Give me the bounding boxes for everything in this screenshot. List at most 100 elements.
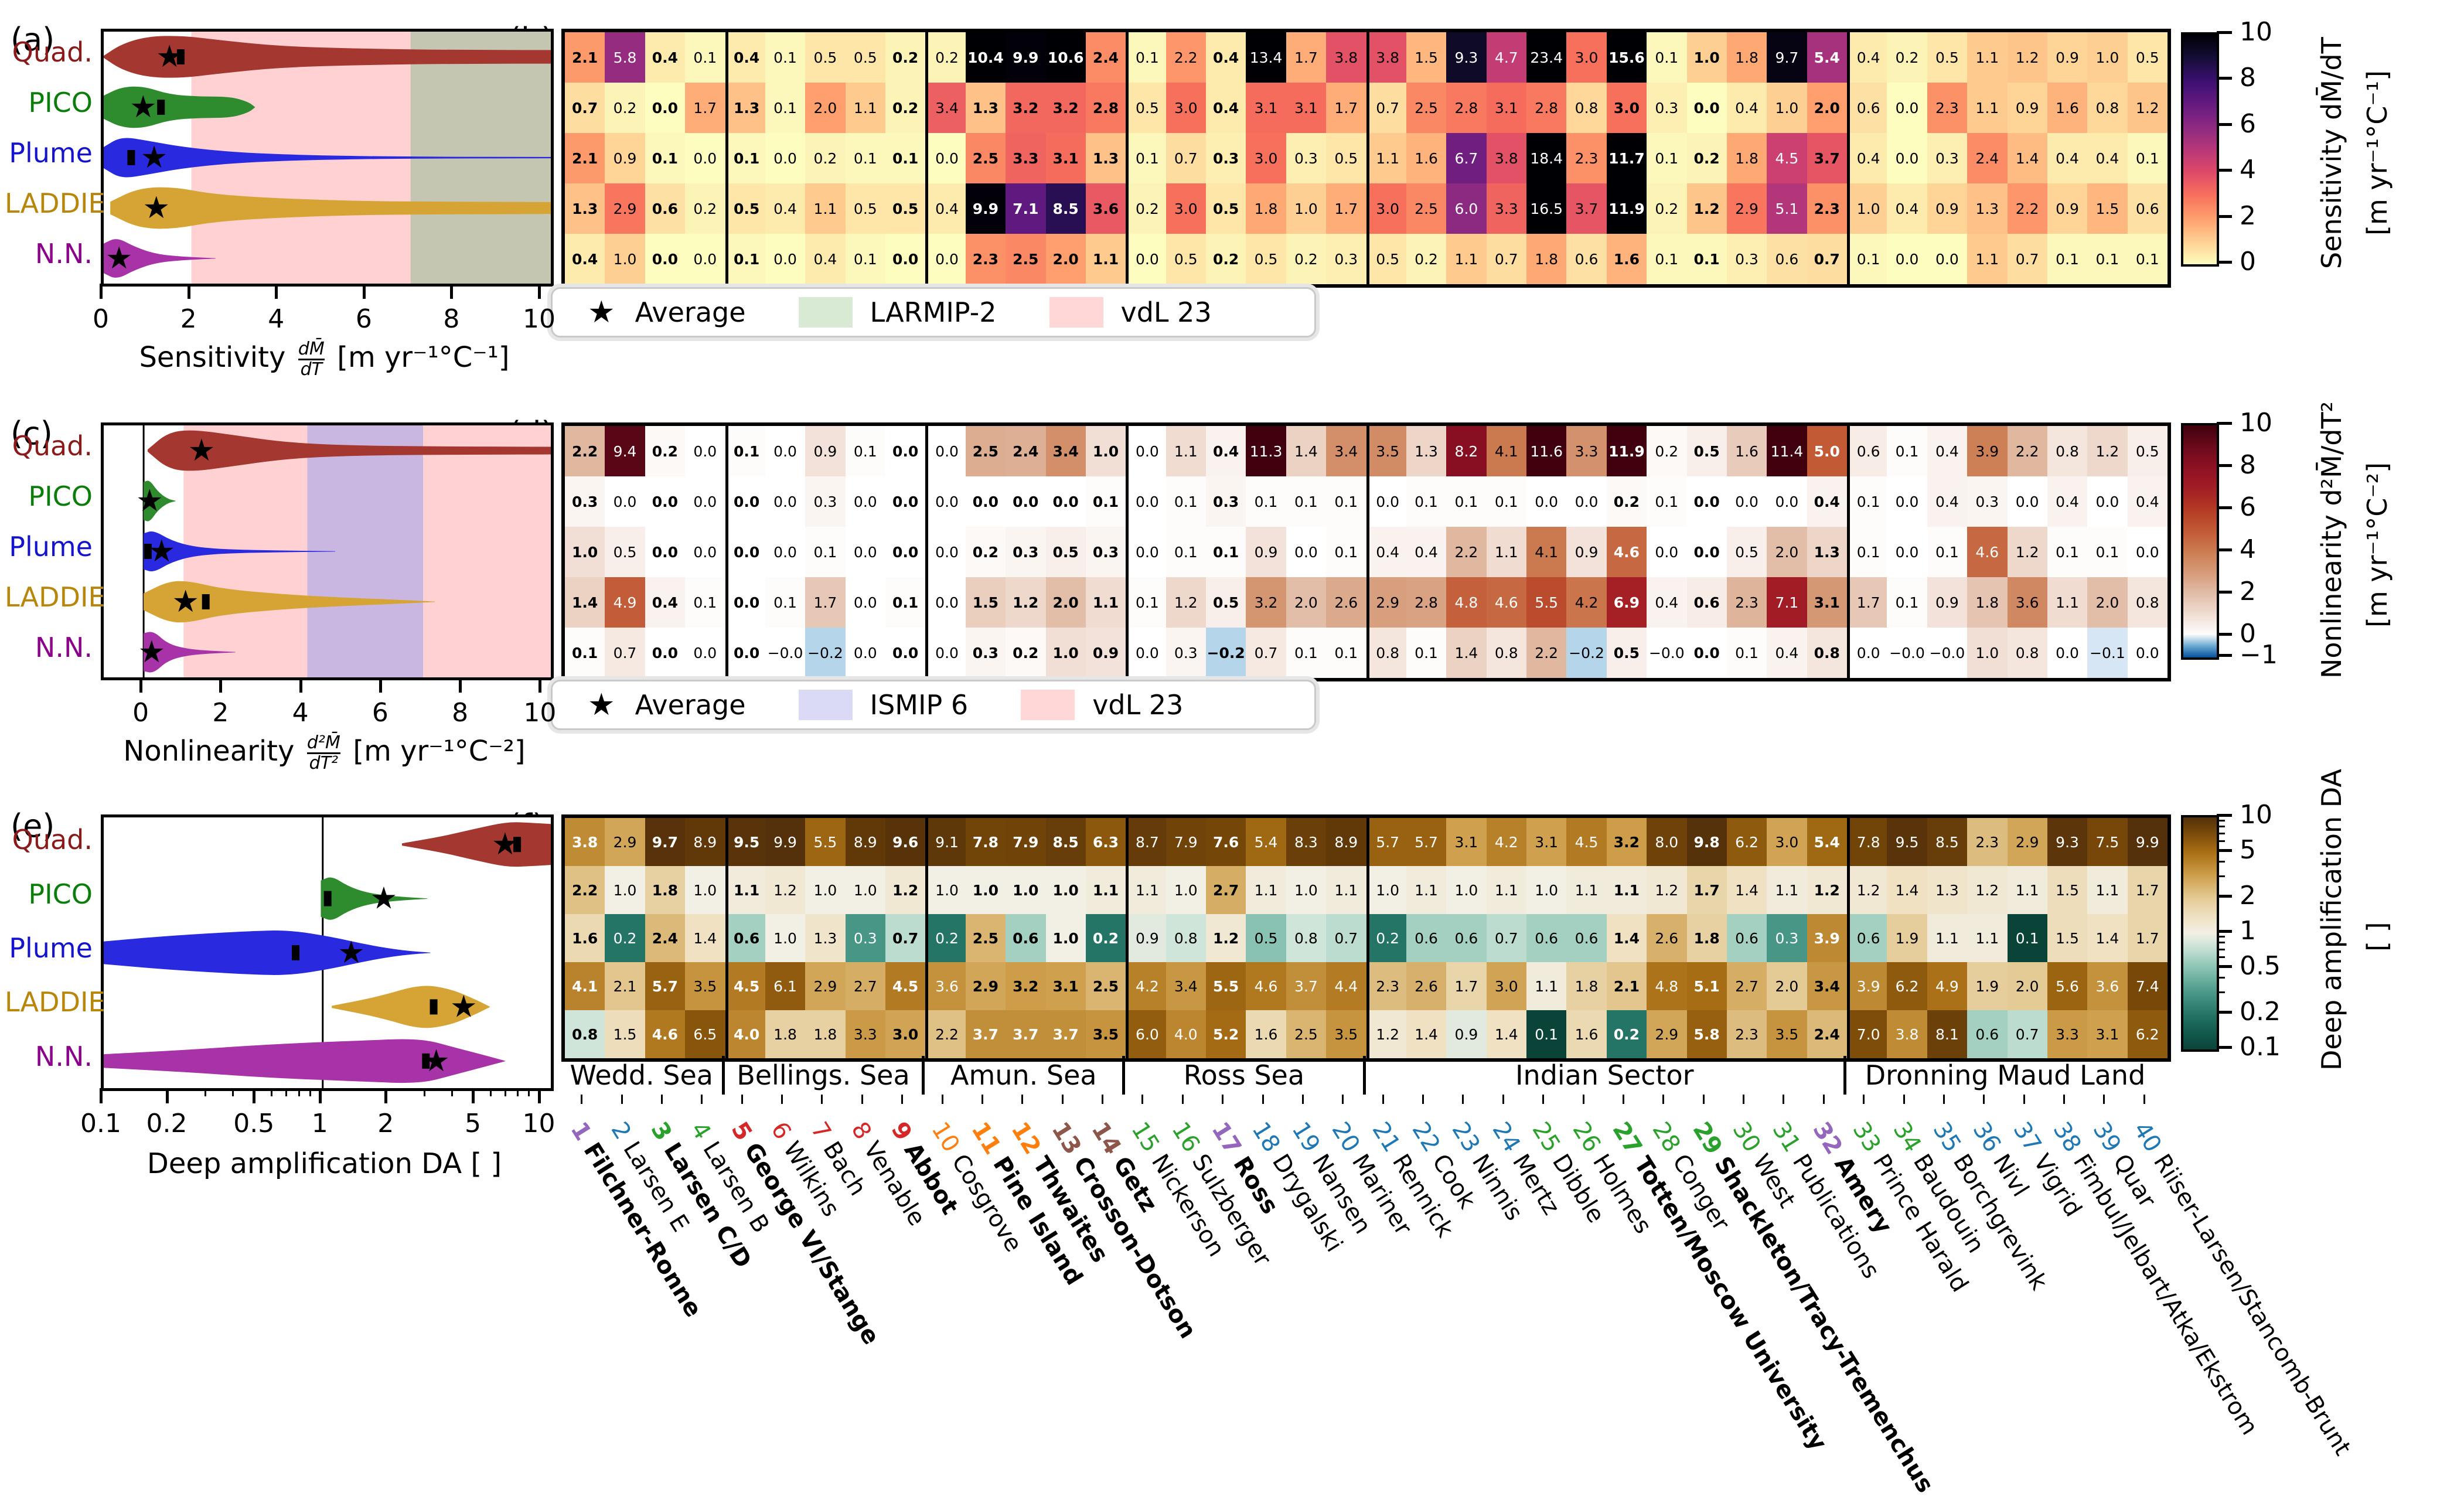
colorbar-tick-label: 5: [2240, 834, 2256, 865]
heatmap-cell: 5.4: [1807, 818, 1847, 866]
heatmap-cell: 0.1: [765, 577, 806, 628]
vdl23-swatch: [1049, 297, 1103, 328]
heatmap-cell: 7.5: [2087, 818, 2128, 866]
heatmap-cell: 1.5: [965, 577, 1006, 628]
heatmap-cell: 1.6: [565, 914, 605, 962]
heatmap-cell: 0.1: [1446, 476, 1487, 527]
colorbar-tick: [2217, 814, 2232, 817]
heatmap-cell: 0.4: [1726, 83, 1767, 133]
heatmap-cell: 0.0: [2087, 476, 2128, 527]
heatmap-cell: 2.8: [1406, 577, 1447, 628]
heatmap-cell: 5.0: [1807, 426, 1847, 476]
legend-ismip6-label: ISMIP 6: [870, 689, 969, 721]
heatmap-cell: 0.0: [765, 527, 806, 577]
heatmap-cell: 9.9: [2127, 818, 2167, 866]
heatmap-cell: 1.7: [1446, 962, 1487, 1010]
heatmap-cell: −0.0: [1647, 628, 1687, 678]
heatmap-cell: 8.5: [1927, 818, 1968, 866]
median-square-marker: [176, 49, 185, 64]
colorbar-tick-label: 4: [2240, 155, 2256, 185]
heatmap-cell: 3.3: [1486, 183, 1526, 234]
heatmap-cell: 0.4: [805, 234, 846, 284]
x-tick: [450, 284, 454, 299]
heatmap-cell: 0.0: [965, 476, 1006, 527]
heatmap-cell: 0.5: [1726, 527, 1767, 577]
heatmap-cell: 0.2: [685, 183, 725, 234]
heatmap-cell: 0.6: [1726, 914, 1767, 962]
heatmap-cell: 5.4: [1246, 818, 1286, 866]
heatmap-cell: 8.0: [1647, 818, 1687, 866]
heatmap-cell: 0.0: [725, 476, 765, 527]
median-square-marker: [292, 945, 300, 960]
heatmap-cell: 0.0: [1126, 527, 1166, 577]
colorbar-tick: [2217, 169, 2232, 172]
heatmap-cell: 1.8: [645, 866, 686, 914]
heatmap-cell: 1.3: [1967, 183, 2008, 234]
column-tick: [1422, 1095, 1424, 1104]
heatmap-cell: 3.1: [1526, 818, 1567, 866]
heatmap-cell: 0.0: [1126, 628, 1166, 678]
shelf-number: 6: [765, 1117, 797, 1144]
heatmap-cell: 0.8: [1366, 628, 1406, 678]
column-tick: [1863, 1095, 1865, 1104]
model-row-label: Plume: [9, 531, 93, 563]
heatmap-cell: 0.8: [1807, 628, 1847, 678]
x-tick-label: 6: [372, 698, 388, 728]
heatmap-cell: 4.5: [1566, 818, 1607, 866]
shelf-number: 10: [926, 1117, 965, 1157]
heatmap-cell: 2.5: [965, 133, 1006, 183]
heatmap-cell: 5.6: [2047, 962, 2088, 1010]
heatmap-cell: 0.8: [2047, 426, 2088, 476]
column-tick: [2143, 1095, 2145, 1104]
heatmap-cell: 0.4: [1647, 577, 1687, 628]
violin-shape: [104, 1039, 505, 1083]
heatmap-cell: 4.5: [885, 962, 926, 1010]
heatmap-cell: 3.5: [1767, 1010, 1807, 1058]
heatmap-cell: 0.0: [645, 628, 686, 678]
heatmap-cell: 2.3: [1366, 962, 1406, 1010]
shelf-number: 33: [1847, 1117, 1886, 1157]
heatmap-cell: 0.7: [1366, 83, 1406, 133]
heatmap-cell: 0.1: [1406, 476, 1447, 527]
x-tick: [139, 677, 143, 693]
heatmap-cell: 0.2: [1006, 628, 1046, 678]
heatmap-cell: 3.5: [1366, 426, 1406, 476]
heatmap-cell: 2.3: [965, 234, 1006, 284]
colorbar-minor-tick: [2217, 942, 2225, 944]
x-tick: [219, 677, 223, 693]
heatmap-cell: 0.4: [2047, 476, 2088, 527]
average-star-icon: ★: [588, 687, 615, 722]
colorbar-tick-label: 2: [2240, 881, 2256, 911]
heatmap-cell: 4.0: [725, 1010, 765, 1058]
x-tick: [299, 677, 302, 693]
model-row-label: N.N.: [35, 238, 93, 270]
heatmap-cell: 1.0: [1366, 866, 1406, 914]
heatmap-cell: 7.0: [1847, 1010, 1887, 1058]
heatmap-cell: 0.0: [885, 426, 926, 476]
shelf-number: 28: [1647, 1117, 1686, 1157]
heatmap-cell: 3.1: [1045, 133, 1086, 183]
heatmap-cell: 0.0: [685, 133, 725, 183]
shelf-number: 14: [1086, 1117, 1127, 1160]
heatmap-cell: 0.3: [565, 476, 605, 527]
x-minor-tick: [489, 1088, 492, 1096]
heatmap-cell: 0.0: [925, 234, 966, 284]
heatmap-cell: 0.1: [685, 32, 725, 83]
heatmap-cell: 1.7: [2127, 866, 2167, 914]
shelf-number: 17: [1206, 1117, 1247, 1160]
shelf-number: 27: [1607, 1117, 1647, 1160]
x-tick-label: 0.2: [146, 1109, 188, 1139]
x-minor-tick: [270, 1088, 272, 1096]
column-tick: [1061, 1095, 1064, 1104]
column-ticks: [561, 1095, 2164, 1105]
heatmap-cell: 3.0: [885, 1010, 926, 1058]
heatmap-cell: 3.4: [1165, 962, 1206, 1010]
average-star-marker: ★: [156, 39, 183, 74]
heatmap-cell: 2.1: [1606, 962, 1647, 1010]
heatmap-nonlinearity: 2.2 9.4 0.2 0.0 0.1 0.0 0.9 0.1 0.0 0.0 2.5 2.4 3.4 1…: [561, 422, 2171, 681]
x-tick: [459, 677, 462, 693]
heatmap-cell: −0.2: [805, 628, 846, 678]
model-row-label: Quad.: [12, 430, 93, 462]
heatmap-cell: 0.0: [1887, 527, 1927, 577]
heatmap-cell: 9.6: [885, 818, 926, 866]
